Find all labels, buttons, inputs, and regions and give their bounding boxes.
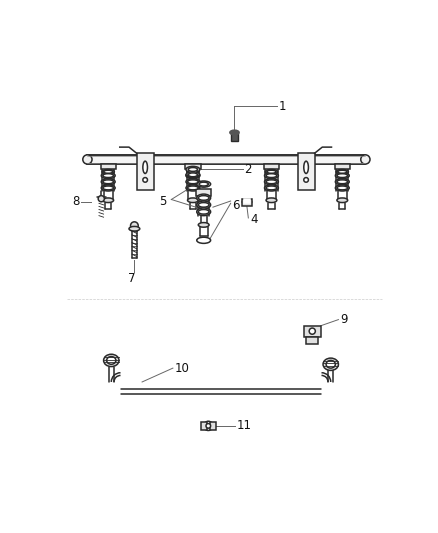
Ellipse shape — [336, 173, 349, 179]
Ellipse shape — [265, 179, 279, 185]
Ellipse shape — [336, 179, 349, 185]
Bar — [298, 154, 314, 190]
Ellipse shape — [266, 186, 277, 190]
Bar — [137, 154, 154, 190]
Ellipse shape — [267, 170, 276, 173]
Circle shape — [204, 421, 213, 431]
Ellipse shape — [188, 173, 198, 177]
Bar — [201, 422, 207, 430]
Ellipse shape — [197, 208, 211, 216]
Text: 2: 2 — [244, 163, 252, 176]
Ellipse shape — [101, 185, 115, 191]
Ellipse shape — [338, 170, 347, 173]
Text: 1: 1 — [279, 100, 286, 113]
Ellipse shape — [103, 170, 113, 173]
Ellipse shape — [103, 198, 113, 203]
Text: 6: 6 — [232, 199, 240, 212]
Bar — [231, 133, 238, 141]
Circle shape — [304, 177, 308, 182]
Ellipse shape — [197, 201, 211, 209]
Ellipse shape — [187, 169, 199, 174]
Ellipse shape — [337, 198, 348, 203]
Ellipse shape — [197, 237, 211, 244]
Ellipse shape — [131, 222, 138, 230]
Text: 8: 8 — [72, 195, 80, 208]
Text: 4: 4 — [250, 213, 258, 226]
Bar — [306, 336, 318, 344]
Ellipse shape — [265, 173, 279, 179]
Ellipse shape — [336, 169, 349, 174]
Circle shape — [309, 328, 315, 334]
Ellipse shape — [361, 155, 370, 164]
Ellipse shape — [187, 186, 198, 190]
Ellipse shape — [101, 179, 115, 185]
Ellipse shape — [188, 170, 198, 173]
Ellipse shape — [103, 186, 113, 190]
Ellipse shape — [188, 167, 198, 172]
Bar — [100, 164, 116, 169]
Ellipse shape — [198, 223, 209, 227]
Bar — [88, 155, 365, 164]
Ellipse shape — [198, 203, 209, 207]
Ellipse shape — [186, 166, 200, 173]
Ellipse shape — [266, 198, 277, 203]
Bar — [304, 326, 321, 336]
Ellipse shape — [102, 169, 114, 174]
Ellipse shape — [337, 180, 348, 184]
Ellipse shape — [187, 174, 198, 177]
Ellipse shape — [304, 161, 308, 173]
Ellipse shape — [103, 180, 113, 184]
Ellipse shape — [337, 174, 348, 177]
Ellipse shape — [265, 169, 278, 174]
Circle shape — [98, 196, 104, 202]
Bar — [335, 164, 350, 169]
Ellipse shape — [186, 173, 200, 179]
Ellipse shape — [186, 179, 200, 185]
Bar — [264, 164, 279, 169]
Text: 10: 10 — [174, 361, 189, 375]
Ellipse shape — [199, 238, 208, 242]
Bar — [185, 164, 201, 169]
Ellipse shape — [197, 194, 211, 202]
Ellipse shape — [186, 172, 200, 178]
Bar — [244, 199, 250, 203]
Ellipse shape — [143, 161, 148, 173]
Text: 7: 7 — [128, 271, 136, 285]
Bar — [196, 189, 212, 196]
Ellipse shape — [187, 180, 198, 184]
Text: 9: 9 — [340, 313, 347, 326]
Bar — [242, 199, 252, 206]
Bar — [210, 422, 216, 430]
Text: 11: 11 — [237, 419, 252, 432]
Ellipse shape — [323, 358, 339, 370]
Ellipse shape — [230, 130, 239, 135]
Ellipse shape — [266, 174, 277, 177]
Ellipse shape — [199, 182, 208, 186]
Ellipse shape — [266, 180, 277, 184]
Circle shape — [206, 424, 211, 428]
Ellipse shape — [197, 181, 211, 187]
Ellipse shape — [336, 185, 349, 191]
Ellipse shape — [107, 357, 116, 364]
Ellipse shape — [187, 198, 198, 203]
Circle shape — [143, 177, 148, 182]
Ellipse shape — [337, 186, 348, 190]
Ellipse shape — [265, 185, 279, 191]
Ellipse shape — [326, 360, 336, 368]
Ellipse shape — [198, 196, 209, 200]
Ellipse shape — [101, 173, 115, 179]
Text: 5: 5 — [159, 195, 167, 207]
Ellipse shape — [198, 209, 209, 214]
Ellipse shape — [103, 354, 119, 367]
Ellipse shape — [103, 174, 113, 177]
Ellipse shape — [186, 185, 200, 191]
Ellipse shape — [129, 227, 140, 231]
Ellipse shape — [83, 155, 92, 164]
